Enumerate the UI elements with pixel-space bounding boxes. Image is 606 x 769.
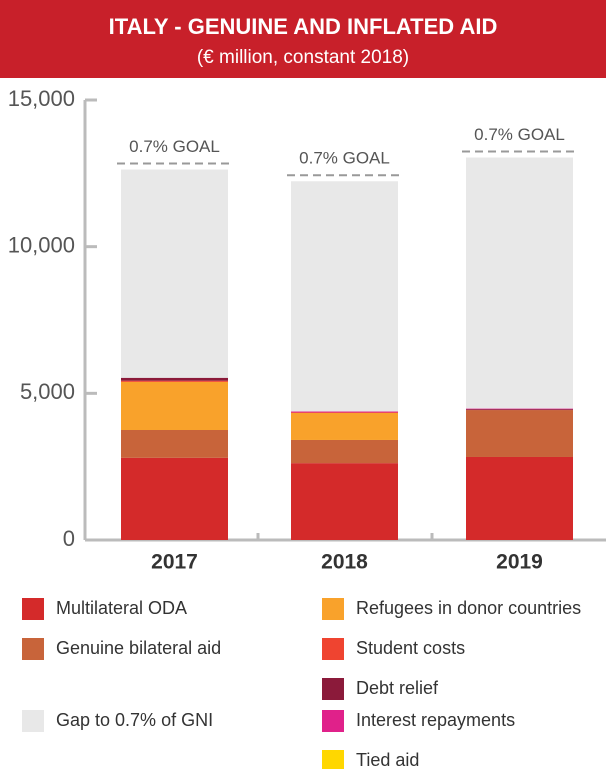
legend-label: Refugees in donor countries	[356, 598, 581, 618]
bar-segment	[466, 408, 573, 410]
legend-label: Student costs	[356, 638, 465, 658]
goal-label: 0.7% GOAL	[129, 137, 220, 156]
bar-segment	[291, 412, 398, 440]
bar-segment	[291, 439, 398, 464]
bar-segment	[121, 377, 228, 381]
bar-segment	[121, 457, 228, 540]
bar-segment	[121, 169, 228, 378]
chart-subtitle: (€ million, constant 2018)	[197, 47, 409, 68]
legend-swatch	[22, 598, 44, 620]
legend-swatch	[322, 750, 344, 769]
legend-label: Tied aid	[356, 750, 419, 769]
x-tick-label: 2019	[496, 551, 543, 574]
goal-label: 0.7% GOAL	[299, 149, 390, 168]
y-tick-label: 10,000	[8, 232, 75, 257]
legend-label: Interest repayments	[356, 710, 515, 730]
legend-label: Gap to 0.7% of GNI	[56, 710, 213, 730]
bar-segment	[121, 381, 228, 430]
legend-swatch	[322, 598, 344, 620]
bar-segment	[121, 430, 228, 458]
bar-segment	[121, 380, 228, 382]
goal-label: 0.7% GOAL	[474, 125, 565, 144]
y-tick-label: 5,000	[20, 379, 75, 404]
x-tick-label: 2018	[321, 551, 368, 574]
y-tick-label: 15,000	[8, 86, 75, 111]
chart-title: ITALY - GENUINE AND INFLATED AID	[109, 14, 498, 39]
legend-swatch	[22, 638, 44, 660]
legend-label: Genuine bilateral aid	[56, 638, 221, 658]
legend-swatch	[22, 710, 44, 732]
legend-swatch	[322, 638, 344, 660]
legend-swatch	[322, 710, 344, 732]
bar-segment	[291, 412, 398, 413]
bar-segment	[291, 181, 398, 412]
legend-label: Multilateral ODA	[56, 598, 187, 618]
bar-segment	[466, 410, 573, 457]
y-tick-label: 0	[63, 526, 75, 551]
legend-swatch	[322, 678, 344, 700]
bar-segment	[466, 456, 573, 540]
bar-segment	[291, 463, 398, 540]
bar-segment	[466, 157, 573, 409]
legend-label: Debt relief	[356, 678, 439, 698]
title-banner	[0, 0, 606, 78]
bar-segment	[466, 409, 573, 411]
bar-segment	[291, 411, 398, 413]
x-tick-label: 2017	[151, 551, 198, 574]
